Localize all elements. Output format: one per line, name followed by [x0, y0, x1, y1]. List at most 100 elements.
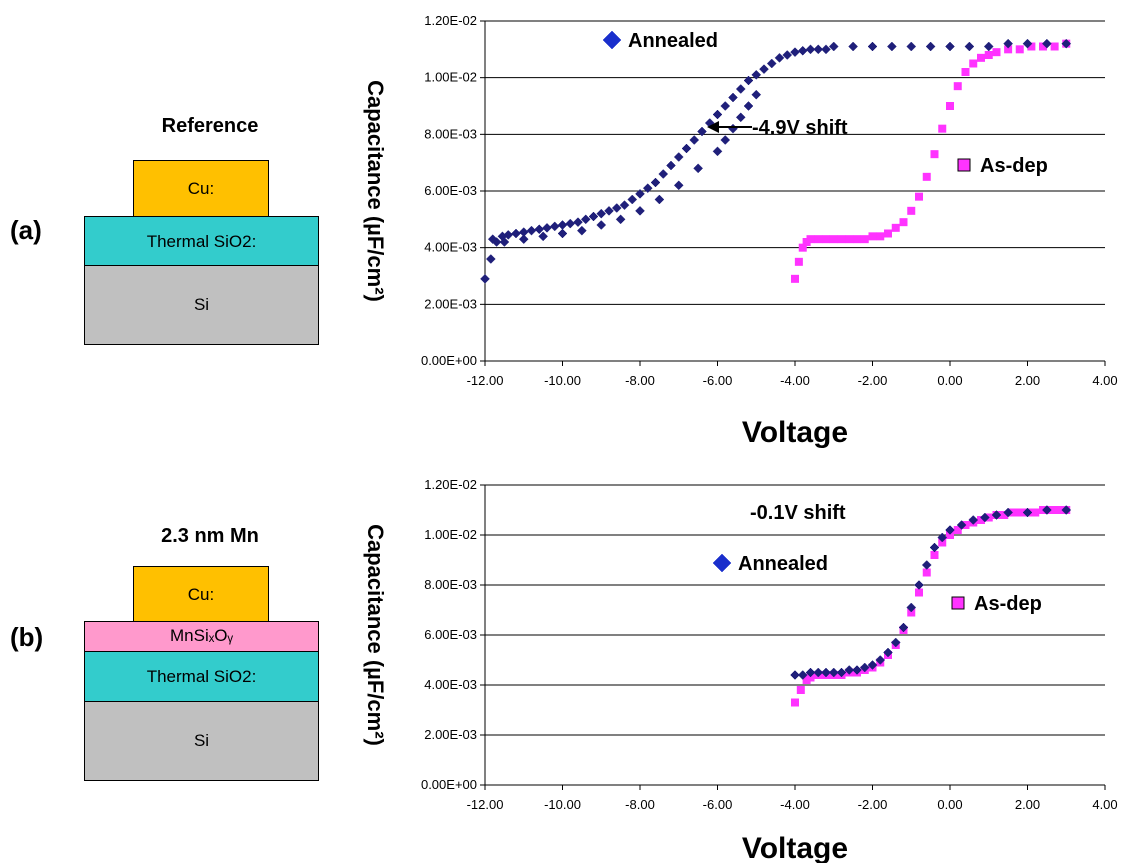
- x-axis-label: Voltage: [742, 832, 848, 863]
- data-point-annealed: [616, 215, 625, 224]
- data-point-as-dep: [838, 235, 846, 243]
- x-tick-label: 4.00: [1092, 797, 1117, 812]
- y-tick-label: 8.00E-03: [424, 126, 477, 141]
- x-tick-label: -4.00: [780, 373, 810, 388]
- shift-annotation: -4.9V shift: [752, 117, 848, 139]
- y-tick-label: 4.00E-03: [424, 677, 477, 692]
- data-point-annealed: [965, 42, 974, 51]
- data-point-as-dep: [807, 235, 815, 243]
- x-tick-label: -4.00: [780, 797, 810, 812]
- y-axis-label: Capacitance (µF/cm²): [363, 524, 388, 746]
- data-point-annealed: [752, 90, 761, 99]
- data-point-annealed: [713, 110, 722, 119]
- data-point-annealed: [849, 42, 858, 51]
- data-point-as-dep: [1016, 509, 1024, 517]
- data-point-annealed: [558, 221, 567, 230]
- data-point-annealed: [659, 170, 668, 179]
- data-point-annealed: [926, 42, 935, 51]
- data-point-as-dep: [822, 235, 830, 243]
- chart-a: 0.00E+00 2.00E-03 4.00E-03 6.00E-03 8.00E-03…: [363, 13, 1118, 449]
- data-point-as-dep: [791, 699, 799, 707]
- data-point-annealed: [612, 204, 621, 213]
- data-point-as-dep: [969, 60, 977, 68]
- data-point-annealed: [829, 42, 838, 51]
- data-point-annealed: [558, 229, 567, 238]
- data-point-as-dep: [915, 193, 923, 201]
- data-point-as-dep: [946, 102, 954, 110]
- data-point-as-dep: [1055, 506, 1063, 514]
- data-point-as-dep: [845, 235, 853, 243]
- y-tick-label: 1.20E-02: [424, 13, 477, 28]
- shift-annotation: -0.1V shift: [750, 502, 846, 524]
- data-point-annealed: [694, 164, 703, 173]
- data-point-annealed: [636, 206, 645, 215]
- data-point-annealed: [682, 144, 691, 153]
- y-tick-label: 1.00E-02: [424, 527, 477, 542]
- legend-marker-as-dep: [958, 159, 970, 171]
- data-point-annealed: [574, 218, 583, 227]
- x-tick-label: -2.00: [858, 373, 888, 388]
- legend-label-annealed: Annealed: [738, 553, 828, 575]
- data-point-annealed: [674, 153, 683, 162]
- data-point-annealed: [651, 178, 660, 187]
- legend-marker-annealed: [713, 554, 731, 572]
- chart-b: 0.00E+00 2.00E-03 4.00E-03 6.00E-03 8.00E-03…: [363, 477, 1118, 863]
- data-point-annealed: [736, 113, 745, 122]
- y-tick-label: 0.00E+00: [421, 777, 477, 792]
- data-point-annealed: [922, 561, 931, 570]
- x-tick-label: -8.00: [625, 797, 655, 812]
- legend-label-annealed: Annealed: [628, 30, 718, 52]
- data-point-as-dep: [923, 173, 931, 181]
- data-point-annealed: [667, 161, 676, 170]
- data-point-annealed: [798, 46, 807, 55]
- data-point-as-dep: [861, 235, 869, 243]
- data-point-as-dep: [797, 686, 805, 694]
- data-point-annealed: [868, 42, 877, 51]
- legend-marker-as-dep: [952, 597, 964, 609]
- data-point-as-dep: [876, 232, 884, 240]
- x-tick-label: -12.00: [467, 373, 504, 388]
- y-axis-label: Capacitance (µF/cm²): [363, 80, 388, 302]
- data-point-annealed: [597, 221, 606, 230]
- data-point-annealed: [907, 42, 916, 51]
- y-tick-label: 2.00E-03: [424, 296, 477, 311]
- x-tick-label: 0.00: [937, 373, 962, 388]
- data-point-as-dep: [814, 235, 822, 243]
- data-point-annealed: [581, 215, 590, 224]
- x-tick-label: -6.00: [703, 373, 733, 388]
- y-tick-label: 2.00E-03: [424, 727, 477, 742]
- data-point-as-dep: [985, 51, 993, 59]
- data-point-annealed: [736, 85, 745, 94]
- data-point-annealed: [744, 102, 753, 111]
- data-point-annealed: [519, 235, 528, 244]
- data-point-annealed: [822, 45, 831, 54]
- data-point-as-dep: [853, 235, 861, 243]
- y-tick-label: 0.00E+00: [421, 353, 477, 368]
- legend-label-as-dep: As-dep: [980, 155, 1048, 177]
- x-tick-label: -12.00: [467, 797, 504, 812]
- data-point-annealed: [566, 219, 575, 228]
- data-point-as-dep: [993, 48, 1001, 56]
- data-point-annealed: [543, 223, 552, 232]
- data-point-annealed: [512, 229, 521, 238]
- data-point-annealed: [915, 581, 924, 590]
- data-point-annealed: [605, 206, 614, 215]
- x-axis-label: Voltage: [742, 416, 848, 449]
- data-point-annealed: [713, 147, 722, 156]
- data-point-as-dep: [884, 230, 892, 238]
- data-point-as-dep: [962, 68, 970, 76]
- data-point-annealed: [620, 201, 629, 210]
- data-point-annealed: [721, 136, 730, 145]
- data-point-as-dep: [892, 224, 900, 232]
- data-point-as-dep: [938, 125, 946, 133]
- data-point-as-dep: [791, 275, 799, 283]
- data-point-as-dep: [931, 150, 939, 158]
- x-tick-label: -2.00: [858, 797, 888, 812]
- y-tick-label: 6.00E-03: [424, 183, 477, 198]
- data-point-as-dep: [954, 82, 962, 90]
- data-point-annealed: [760, 65, 769, 74]
- data-point-as-dep: [1051, 43, 1059, 51]
- data-point-annealed: [628, 195, 637, 204]
- data-point-annealed: [481, 274, 490, 283]
